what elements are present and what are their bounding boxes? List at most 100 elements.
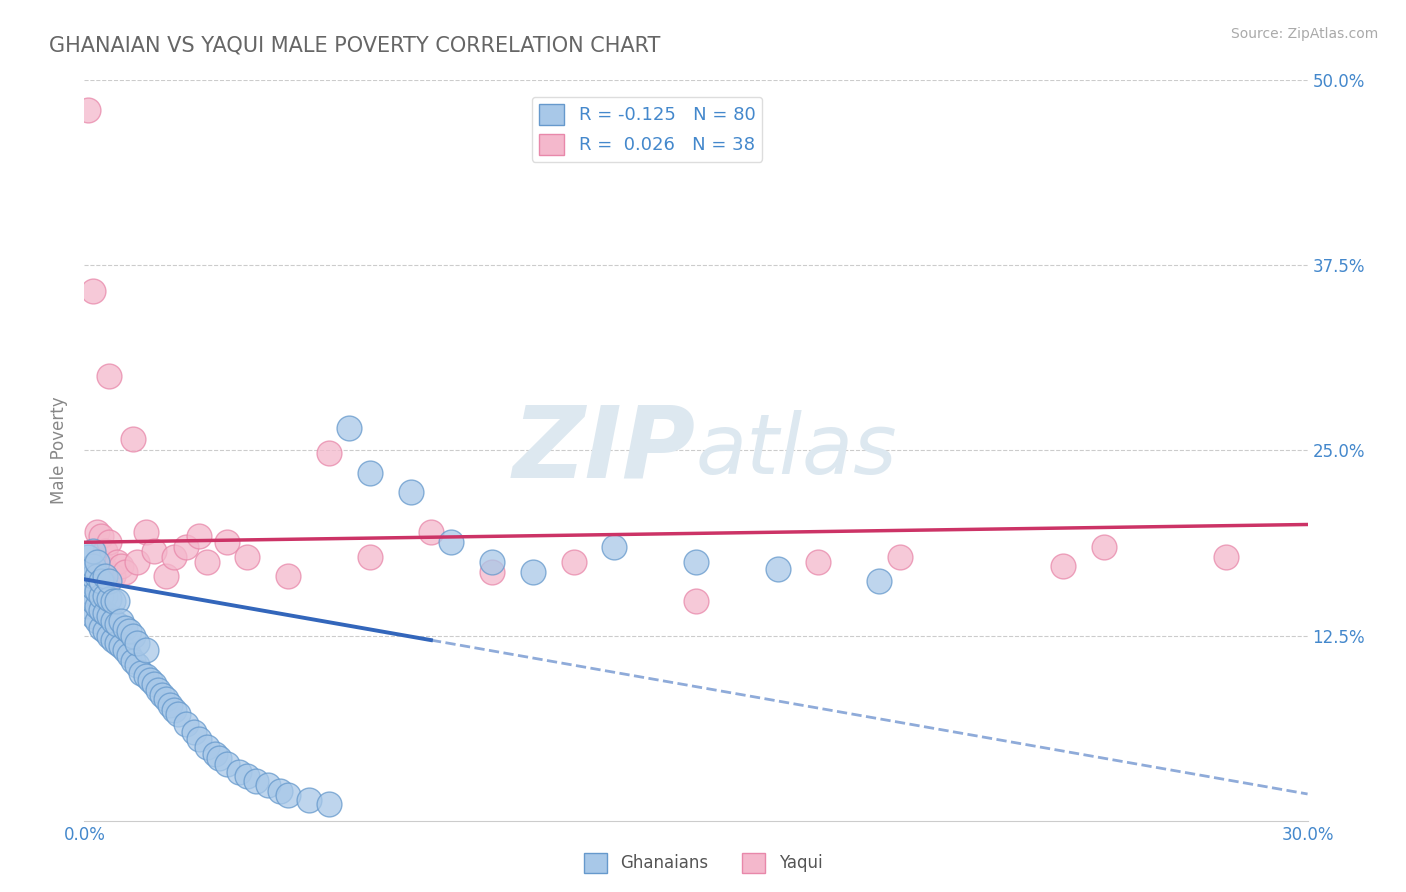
Point — [97, 628, 120, 642]
Point — [187, 732, 209, 747]
Point — [127, 658, 149, 673]
Point — [195, 555, 218, 569]
Point — [195, 739, 218, 754]
Point — [82, 544, 104, 558]
Point — [155, 569, 177, 583]
Point — [105, 555, 128, 569]
Point — [114, 621, 136, 635]
Point — [420, 524, 443, 539]
Point — [146, 683, 169, 698]
Point — [90, 589, 112, 603]
Point — [97, 591, 120, 606]
Point — [359, 550, 381, 565]
Point — [522, 565, 544, 579]
Point — [114, 565, 136, 579]
Point — [122, 654, 145, 668]
Point — [118, 648, 141, 662]
Point — [135, 643, 157, 657]
Legend: Ghanaians, Yaqui: Ghanaians, Yaqui — [576, 847, 830, 880]
Point — [1215, 550, 1237, 565]
Point — [110, 639, 132, 653]
Point — [183, 724, 205, 739]
Point — [138, 673, 160, 687]
Point — [97, 609, 120, 624]
Point — [77, 599, 100, 613]
Point — [77, 550, 100, 565]
Point — [90, 555, 112, 569]
Point — [82, 594, 104, 608]
Point — [131, 665, 153, 680]
Point — [440, 535, 463, 549]
Point — [685, 594, 707, 608]
Point — [77, 103, 100, 117]
Point — [97, 535, 120, 549]
Text: atlas: atlas — [696, 410, 897, 491]
Point — [77, 562, 100, 576]
Point — [187, 529, 209, 543]
Point — [236, 550, 259, 565]
Point — [105, 616, 128, 631]
Point — [167, 706, 190, 721]
Point — [93, 562, 115, 576]
Point — [90, 603, 112, 617]
Point — [481, 555, 503, 569]
Point — [1092, 540, 1115, 554]
Point — [685, 555, 707, 569]
Point — [142, 544, 165, 558]
Point — [110, 614, 132, 628]
Point — [86, 524, 108, 539]
Point — [562, 555, 585, 569]
Point — [82, 565, 104, 579]
Text: ZIP: ZIP — [513, 402, 696, 499]
Point — [277, 789, 299, 803]
Point — [105, 594, 128, 608]
Point — [90, 574, 112, 588]
Point — [174, 540, 197, 554]
Point — [204, 747, 226, 761]
Point — [77, 574, 100, 588]
Point — [82, 569, 104, 583]
Point — [86, 599, 108, 613]
Point — [174, 717, 197, 731]
Point — [122, 628, 145, 642]
Point — [163, 550, 186, 565]
Point — [298, 793, 321, 807]
Point — [245, 773, 267, 788]
Point — [142, 677, 165, 691]
Point — [86, 574, 108, 588]
Legend: R = -0.125   N = 80, R =  0.026   N = 38: R = -0.125 N = 80, R = 0.026 N = 38 — [531, 96, 762, 161]
Point — [277, 569, 299, 583]
Point — [97, 369, 120, 384]
Point — [269, 784, 291, 798]
Point — [766, 562, 789, 576]
Point — [159, 698, 181, 713]
Point — [869, 574, 891, 588]
Point — [155, 692, 177, 706]
Point — [217, 535, 239, 549]
Point — [101, 632, 124, 647]
Point — [110, 558, 132, 573]
Point — [228, 764, 250, 779]
Point — [163, 703, 186, 717]
Point — [93, 624, 115, 639]
Point — [603, 540, 626, 554]
Point — [217, 757, 239, 772]
Point — [86, 569, 108, 583]
Point — [86, 584, 108, 599]
Text: Source: ZipAtlas.com: Source: ZipAtlas.com — [1230, 27, 1378, 41]
Point — [82, 558, 104, 573]
Point — [90, 621, 112, 635]
Point — [318, 797, 340, 812]
Point — [236, 769, 259, 783]
Point — [339, 421, 361, 435]
Text: GHANAIAN VS YAQUI MALE POVERTY CORRELATION CHART: GHANAIAN VS YAQUI MALE POVERTY CORRELATI… — [49, 36, 661, 55]
Point — [93, 544, 115, 558]
Point — [122, 432, 145, 446]
Point — [97, 574, 120, 588]
Point — [318, 446, 340, 460]
Point — [93, 589, 115, 603]
Point — [90, 529, 112, 543]
Point — [118, 624, 141, 639]
Point — [105, 636, 128, 650]
Point — [135, 668, 157, 682]
